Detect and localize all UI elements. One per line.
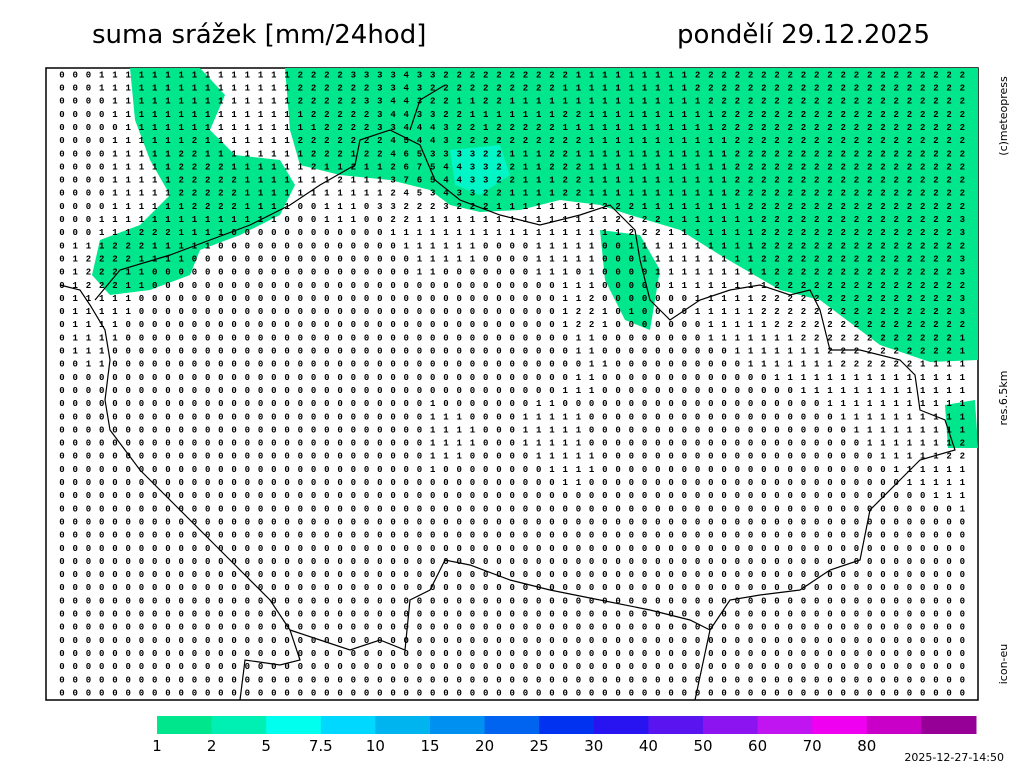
precip-area: [450, 145, 510, 195]
legend-swatch: [211, 716, 267, 734]
grid-row: 0000000000000000000000000000000000000000…: [59, 675, 973, 685]
coastline: [409, 84, 446, 131]
grid-row: 0000111111211111112222222454432222222222…: [59, 136, 973, 146]
legend-label: 20: [475, 737, 494, 755]
grid-row: 0000011111111111111122223344432212222211…: [59, 123, 973, 133]
grid-row: 0001111111111111100011100221111111111111…: [59, 215, 973, 225]
grid-row: 0000000000000000000000000000000000000000…: [59, 504, 973, 514]
legend-label: 15: [420, 737, 439, 755]
grid-row: 0111110000000000000000000000000000000011…: [59, 294, 973, 304]
precip-area: [600, 230, 660, 330]
grid-row: 0111110000000000000000000000000000000012…: [59, 307, 973, 317]
grid-row: 0011000000000000000000000000000000000000…: [59, 360, 973, 370]
legend-swatch: [266, 716, 322, 734]
grid-row: 0122211000000000000000000001100000001110…: [59, 268, 973, 278]
resolution-label: res.6.5km: [997, 371, 1010, 426]
legend-swatch: [703, 716, 759, 734]
grid-row: 0001111111111111112222333343322222222221…: [59, 70, 973, 80]
legend-swatch: [320, 716, 376, 734]
legend-label: 7.5: [309, 737, 333, 755]
legend-label: 5: [261, 737, 271, 755]
legend-swatch: [648, 716, 704, 734]
legend-label: 2: [207, 737, 217, 755]
color-legend: 1 2 5 7.5 10 15 20 25 30 40 50 60 70 80: [152, 716, 977, 755]
grid-row: 0000000000000000000000000000000000000000…: [59, 596, 973, 606]
legend-swatch: [484, 716, 540, 734]
grid-row: 0000111112222211111111111245343322111122…: [59, 189, 973, 199]
precip-area: [92, 68, 295, 295]
grid-row: 0000000000000000000000000000000000000000…: [59, 649, 973, 659]
credit-label: (c)meteopress: [997, 76, 1010, 156]
legend-swatch: [593, 716, 649, 734]
title: suma srážek [mm/24hod]: [92, 20, 426, 50]
precip-area: [945, 400, 978, 448]
legend-label: 25: [530, 737, 549, 755]
legend-swatch: [812, 716, 868, 734]
grid-row: 0000000000000000000000000000000000000000…: [59, 531, 973, 541]
grid-row: 0000000000000000000000000000000000000011…: [59, 386, 973, 396]
grid-row: 0001112221111000000000000111111111111111…: [59, 228, 973, 238]
grid-row: 0000000000000000000000000000000000000000…: [59, 570, 973, 580]
grid-row: 0111100000000000000000000000000000000012…: [59, 320, 973, 330]
model-label: icon-eu: [997, 644, 1010, 685]
grid-row: 0000000000000000000000000000000000000000…: [59, 583, 973, 593]
legend-swatch: [430, 716, 486, 734]
grid-row: 0000111111222211110011103322232221111111…: [59, 202, 973, 212]
grid-row: 0122211000000000000000000000000000000011…: [59, 281, 973, 291]
grid-row: 0000000000000000000000000000000000000000…: [59, 557, 973, 567]
grid-row: 0111100000000000000000000000000000000001…: [59, 333, 973, 343]
grid-row: 0000000000000000000000000000000000000001…: [59, 373, 973, 383]
grid-row: 0000000000000000000000000000000000000000…: [59, 517, 973, 527]
legend-label: 10: [366, 737, 385, 755]
grid-row: 0000000000000000000000000000000000000000…: [59, 544, 973, 554]
grid-row: 0000111112211111111222122465333322111221…: [59, 149, 973, 159]
grid-row: 0000000000000000000000000000000000000000…: [59, 688, 973, 698]
precip-area: [285, 68, 978, 362]
grid-row: 0000000000000000000000000000000000000000…: [59, 662, 973, 672]
legend-swatch: [375, 716, 431, 734]
coastline: [289, 559, 711, 651]
grid-row: 0122221111000000000000000001111100001111…: [59, 254, 973, 264]
date: pondělí 29.12.2025: [677, 20, 930, 50]
legend-label: 50: [693, 737, 712, 755]
grid-row: 0000111111111111111222223443322111111122…: [59, 110, 973, 120]
grid-row: 0000000000000000000000000000100000000111…: [59, 465, 973, 475]
legend-label: 1: [152, 737, 162, 755]
grid-row: 0001111111111111112222223343222222222211…: [59, 84, 973, 94]
grid-row: 0000111112222111111211211267544332211222…: [59, 162, 973, 172]
timestamp: 2025-12-27-14:50: [904, 751, 1004, 764]
grid-row: 0000000000000000000000000000000000000000…: [59, 610, 973, 620]
grid-row: 0111000000000000000000000000000000000001…: [59, 347, 973, 357]
legend-swatch: [157, 716, 213, 734]
map: 0001111111111111112222333343322222222221…: [45, 67, 979, 701]
legend-label: 70: [803, 737, 822, 755]
legend-label: 60: [748, 737, 767, 755]
legend-swatch: [539, 716, 595, 734]
grid-row: 0000000000000000000000000000000000000011…: [59, 478, 973, 488]
grid-row: 0000000000000000000000000000000000000000…: [59, 636, 973, 646]
legend-swatch: [757, 716, 813, 734]
grid-row: 0000000000000000000000000000000000000000…: [59, 491, 973, 501]
legend-swatch: [921, 716, 977, 734]
value-grid: 0001111111111111112222333343322222222221…: [59, 70, 973, 698]
legend-swatch: [866, 716, 922, 734]
coastline: [94, 129, 956, 701]
legend-label: 40: [639, 737, 658, 755]
grid-row: 0000111112222211111112111376544332211122…: [59, 176, 973, 186]
legend-label: 30: [584, 737, 603, 755]
coastline: [59, 284, 301, 701]
grid-row: 0000000000000000000000000000111000011111…: [59, 412, 973, 422]
grid-row: 0000000000000000000000000000111100011111…: [59, 425, 973, 435]
grid-row: 0000000000000000000000000000111000001111…: [59, 452, 973, 462]
grid-row: 0000111111111111112222233443221122111111…: [59, 97, 973, 107]
grid-row: 0000000000000000000000000000000000000000…: [59, 623, 973, 633]
grid-row: 0000000000000000000000000000100000001100…: [59, 399, 973, 409]
grid-row: 0111222111110000000000000011111100001111…: [59, 241, 973, 251]
legend-label: 80: [857, 737, 876, 755]
grid-row: 0000000000000000000000000000111100011111…: [59, 439, 973, 449]
